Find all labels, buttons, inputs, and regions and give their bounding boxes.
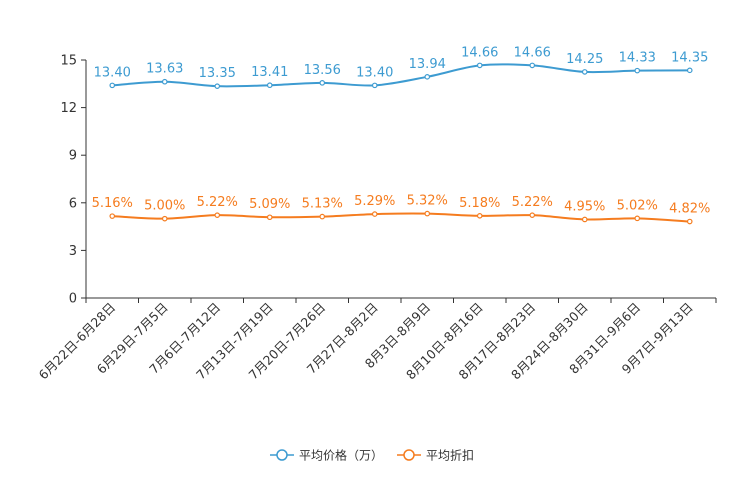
data-label: 4.82% <box>669 202 710 217</box>
data-point[interactable] <box>319 80 326 86</box>
y-tick-label: 15 <box>60 54 77 69</box>
data-label: 13.56 <box>304 63 341 78</box>
data-point[interactable] <box>529 62 536 69</box>
data-point[interactable] <box>266 214 273 221</box>
data-label: 13.35 <box>199 66 236 81</box>
chart-series: 13.40 13.63 13.35 13.41 13.56 13.40 13.94 14.66… <box>92 45 710 225</box>
data-label: 13.94 <box>409 57 446 72</box>
data-label: 5.02% <box>617 198 658 213</box>
chart-legend[interactable]: 平均价格（万） 平均折扣 <box>269 448 474 463</box>
data-point[interactable] <box>161 215 168 222</box>
data-point[interactable] <box>476 62 483 69</box>
data-label: 5.16% <box>92 196 133 211</box>
data-label: 14.66 <box>514 45 551 60</box>
data-point[interactable] <box>214 83 221 89</box>
data-label: 14.33 <box>619 51 656 66</box>
legend-item-1[interactable]: 平均折扣 <box>397 448 474 463</box>
data-label: 13.41 <box>251 65 288 80</box>
y-tick-label: 12 <box>60 101 77 116</box>
legend-swatch-marker <box>276 449 288 461</box>
data-label: 5.32% <box>407 194 448 209</box>
data-label: 5.18% <box>459 196 500 211</box>
x-axis-ticks: 6月22日-6月28日6月29日-7月5日7月6日-7月12日7月13日-7月1… <box>35 298 717 382</box>
data-point[interactable] <box>581 69 588 75</box>
legend-swatch-marker <box>403 449 415 461</box>
chart-axes: 0 3 6 9 12 15 <box>60 54 716 307</box>
data-point[interactable] <box>319 213 326 220</box>
legend-label: 平均价格（万） <box>299 448 383 463</box>
data-point[interactable] <box>424 74 431 80</box>
series-line-0 <box>112 63 690 88</box>
data-label: 14.66 <box>461 45 498 60</box>
data-point[interactable] <box>529 212 536 218</box>
data-label: 5.00% <box>144 199 185 214</box>
data-point[interactable] <box>581 216 588 223</box>
legend-item-0[interactable]: 平均价格（万） <box>269 448 383 463</box>
data-label: 14.35 <box>671 50 708 65</box>
series-line-1 <box>112 212 690 223</box>
data-point[interactable] <box>109 213 116 219</box>
data-point[interactable] <box>634 67 641 74</box>
data-point[interactable] <box>634 215 641 222</box>
data-point[interactable] <box>371 82 378 89</box>
data-point[interactable] <box>371 211 378 217</box>
data-label: 5.09% <box>249 197 290 212</box>
y-tick-label: 3 <box>69 244 77 259</box>
data-point[interactable] <box>476 213 483 219</box>
y-tick-label: 9 <box>69 149 77 164</box>
data-label: 5.22% <box>512 195 553 210</box>
y-tick-label: 0 <box>69 292 77 307</box>
data-label: 14.25 <box>566 52 603 67</box>
data-label: 13.40 <box>94 65 131 80</box>
y-tick-label: 6 <box>69 196 77 211</box>
data-label: 5.29% <box>354 194 395 209</box>
data-label: 5.22% <box>197 195 238 210</box>
data-label: 5.13% <box>302 197 343 212</box>
data-point[interactable] <box>686 218 693 225</box>
data-label: 13.40 <box>356 65 393 80</box>
data-point[interactable] <box>424 210 431 217</box>
data-point[interactable] <box>686 67 693 74</box>
data-point[interactable] <box>266 82 273 89</box>
data-label: 13.63 <box>146 62 183 77</box>
data-label: 4.95% <box>564 199 605 214</box>
data-point[interactable] <box>161 78 168 85</box>
data-point[interactable] <box>109 82 116 89</box>
legend-label: 平均折扣 <box>426 448 474 463</box>
data-point[interactable] <box>214 212 221 218</box>
